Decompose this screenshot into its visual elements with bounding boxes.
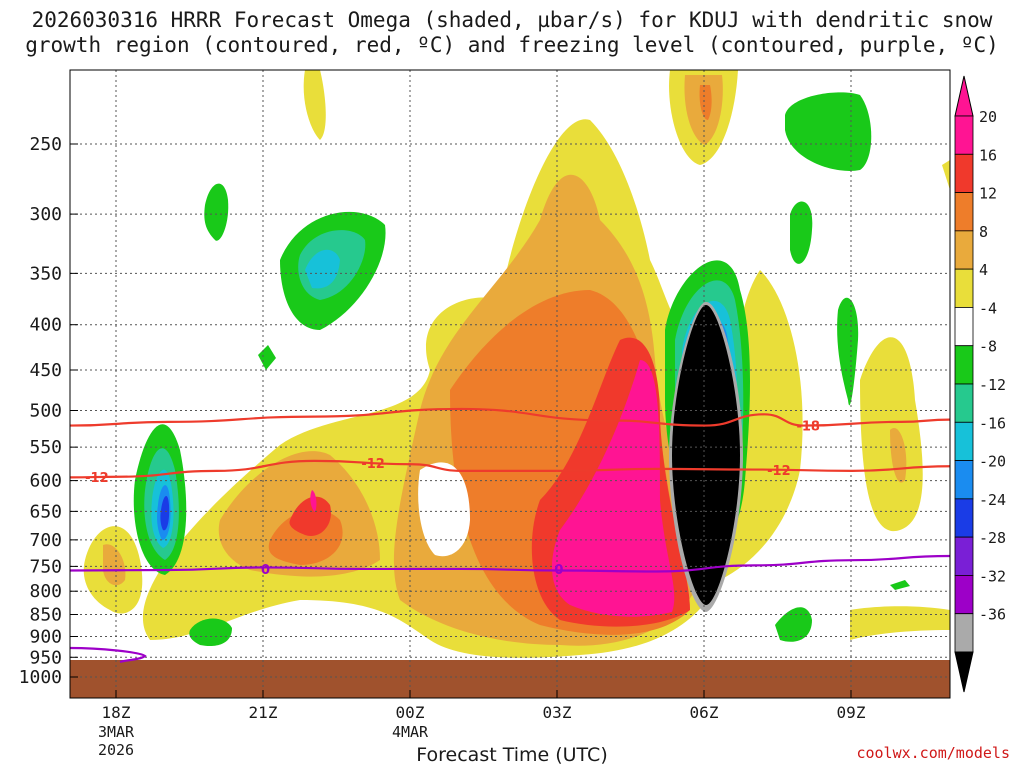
colorbar-label: 20: [979, 108, 997, 126]
colorbar-label: 16: [979, 146, 997, 164]
dgz-contour--12: [70, 459, 950, 479]
colorbar-swatch: [954, 460, 974, 500]
x-tick-label-03Z: 03Z: [543, 703, 572, 722]
y-tick-label-650: 650: [29, 501, 62, 522]
x-tick-label-09Z: 09Z: [837, 703, 866, 722]
colorbar-label: -20: [979, 453, 1006, 471]
colorbar-label: -12: [979, 376, 1006, 394]
colorbar-swatch: [954, 613, 974, 653]
grid: [70, 70, 950, 698]
colorbar-label: -8: [979, 338, 997, 356]
dgz-contour--18: [70, 407, 950, 427]
colorbar-label: -32: [979, 567, 1006, 585]
plot-area: -12 -12 -12 -18 0 0: [70, 70, 950, 698]
colorbar-label: -28: [979, 529, 1006, 547]
y-tick-label-300: 300: [29, 204, 62, 225]
x-tick-label-18Z: 18Z: [102, 703, 131, 722]
y-tick-label-450: 450: [29, 360, 62, 381]
colorbar-label: 12: [979, 185, 997, 203]
title-line-1: 2026030316 HRRR Forecast Omega (shaded, …: [31, 8, 993, 32]
x-tick-label-00Z: 00Z: [396, 703, 425, 722]
colorbar-swatch: [954, 575, 974, 615]
colorbar-label: -36: [979, 606, 1006, 624]
colorbar-label: -24: [979, 491, 1006, 509]
omega-shading-neutral: [418, 462, 470, 557]
y-tick-label-400: 400: [29, 315, 62, 336]
y-tick-label-950: 950: [29, 647, 62, 668]
colorbar-label: -4: [979, 299, 997, 317]
colorbar: 20 16 12 8 4 -4 -8 -12 -16 -20 -24 -28 -32 -36: [954, 75, 1006, 693]
colorbar-swatch: [954, 536, 974, 576]
colorbar-swatch: [954, 345, 974, 385]
x-tick-date-00Z: 4MAR: [392, 723, 429, 741]
colorbar-swatch: [954, 192, 974, 232]
x-axis-label: Forecast Time (UTC): [416, 744, 608, 766]
omega-shading-20: [310, 360, 675, 617]
colorbar-label: -16: [979, 414, 1006, 432]
y-tick-label-350: 350: [29, 263, 62, 284]
y-tick-label-600: 600: [29, 471, 62, 492]
freezing-level-label: 0: [261, 563, 270, 578]
x-tick-label-21Z: 21Z: [249, 703, 278, 722]
y-tick-label-550: 550: [29, 437, 62, 458]
y-tick-label-900: 900: [29, 626, 62, 647]
x-tick-year-18Z: 2026: [98, 741, 134, 759]
chart-title: 2026030316 HRRR Forecast Omega (shaded, …: [0, 8, 1024, 58]
watermark[interactable]: coolwx.com/models: [856, 744, 1010, 762]
colorbar-swatch: [954, 383, 974, 423]
colorbar-label: 4: [979, 261, 988, 279]
colorbar-swatch: [954, 307, 974, 347]
contours: -12 -12 -12 -18 0 0: [70, 407, 950, 664]
dgz-contour-label: -18: [796, 419, 820, 434]
freezing-level-surface-hook: [70, 646, 147, 664]
title-line-2: growth region (contoured, red, ºC) and f…: [25, 33, 999, 57]
freezing-level-label: 0: [554, 563, 563, 578]
freezing-level-contour: [70, 554, 950, 573]
y-tick-label-700: 700: [29, 530, 62, 551]
y-axis: 2503003504004505005506006507007508008509…: [19, 134, 78, 688]
y-tick-label-850: 850: [29, 605, 62, 626]
x-tick-label-06Z: 06Z: [690, 703, 719, 722]
dgz-contour-label: -12: [85, 471, 109, 486]
omega-shading-below-neg36: [672, 305, 740, 605]
x-tick-date-18Z: 3MAR: [98, 723, 135, 741]
colorbar-bottom-arrow: [954, 651, 974, 693]
dgz-contour-label: -12: [361, 457, 385, 472]
colorbar-swatch: [954, 153, 974, 193]
colorbar-label: 8: [979, 223, 988, 241]
plot-frame: [69, 69, 951, 699]
colorbar-swatch: [954, 268, 974, 308]
colorbar-swatch: [954, 230, 974, 270]
colorbar-swatch: [954, 115, 974, 155]
y-tick-label-800: 800: [29, 581, 62, 602]
y-tick-label-500: 500: [29, 401, 62, 422]
colorbar-swatch: [954, 498, 974, 538]
ground-surface: [70, 660, 950, 698]
dgz-contour-label: -12: [767, 464, 791, 479]
y-tick-label-250: 250: [29, 134, 62, 155]
y-tick-label-1000: 1000: [19, 667, 62, 688]
colorbar-swatch: [954, 421, 974, 461]
colorbar-top-arrow: [954, 75, 974, 117]
y-tick-label-750: 750: [29, 556, 62, 577]
